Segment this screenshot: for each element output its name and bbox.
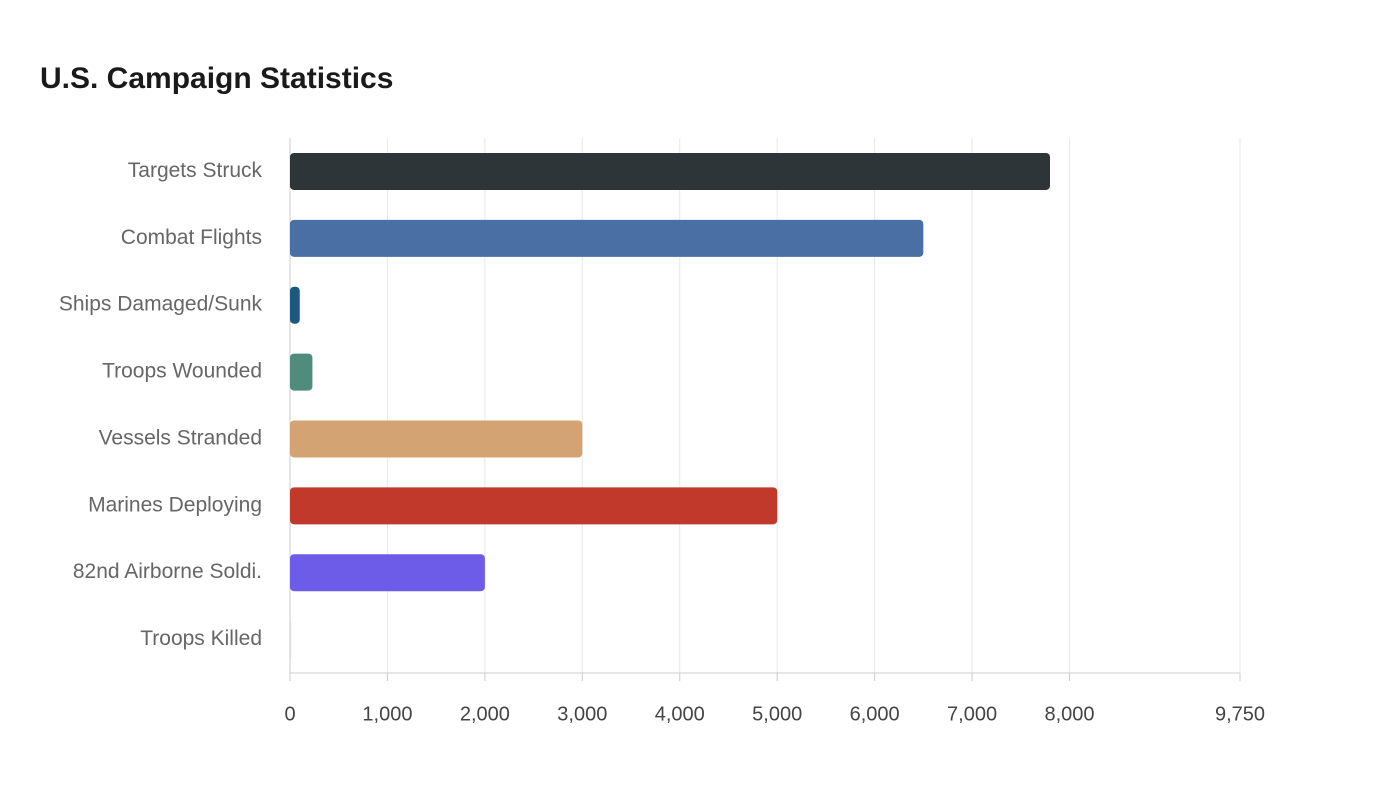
bar: [290, 621, 292, 659]
y-tick-label: Vessels Stranded: [99, 426, 262, 449]
x-tick-label: 4,000: [655, 703, 705, 725]
x-tick-label: 7,000: [947, 703, 997, 725]
y-tick-label: Targets Struck: [128, 159, 263, 182]
bar: [290, 420, 583, 458]
y-tick-label: Combat Flights: [121, 226, 262, 249]
x-tick-label: 2,000: [460, 703, 510, 725]
y-tick-label: Troops Wounded: [102, 360, 262, 383]
bar: [290, 554, 485, 592]
x-tick-label: 9,750: [1215, 703, 1265, 725]
x-tick-label: 8,000: [1044, 703, 1094, 725]
x-tick-label: 1,000: [362, 703, 412, 725]
y-tick-label: 82nd Airborne Soldi.: [73, 560, 262, 583]
x-tick-label: 3,000: [557, 703, 607, 725]
bar: [290, 353, 313, 391]
x-tick-label: 5,000: [752, 703, 802, 725]
y-tick-label: Ships Damaged/Sunk: [59, 293, 263, 316]
bar: [290, 487, 778, 525]
bar: [290, 286, 300, 324]
chart-title: U.S. Campaign Statistics: [40, 62, 393, 95]
x-tick-label: 6,000: [850, 703, 900, 725]
bar: [290, 152, 1050, 190]
y-tick-label: Troops Killed: [140, 627, 262, 650]
y-tick-label: Marines Deploying: [88, 493, 262, 516]
bar: [290, 219, 924, 257]
x-tick-label: 0: [284, 703, 295, 725]
